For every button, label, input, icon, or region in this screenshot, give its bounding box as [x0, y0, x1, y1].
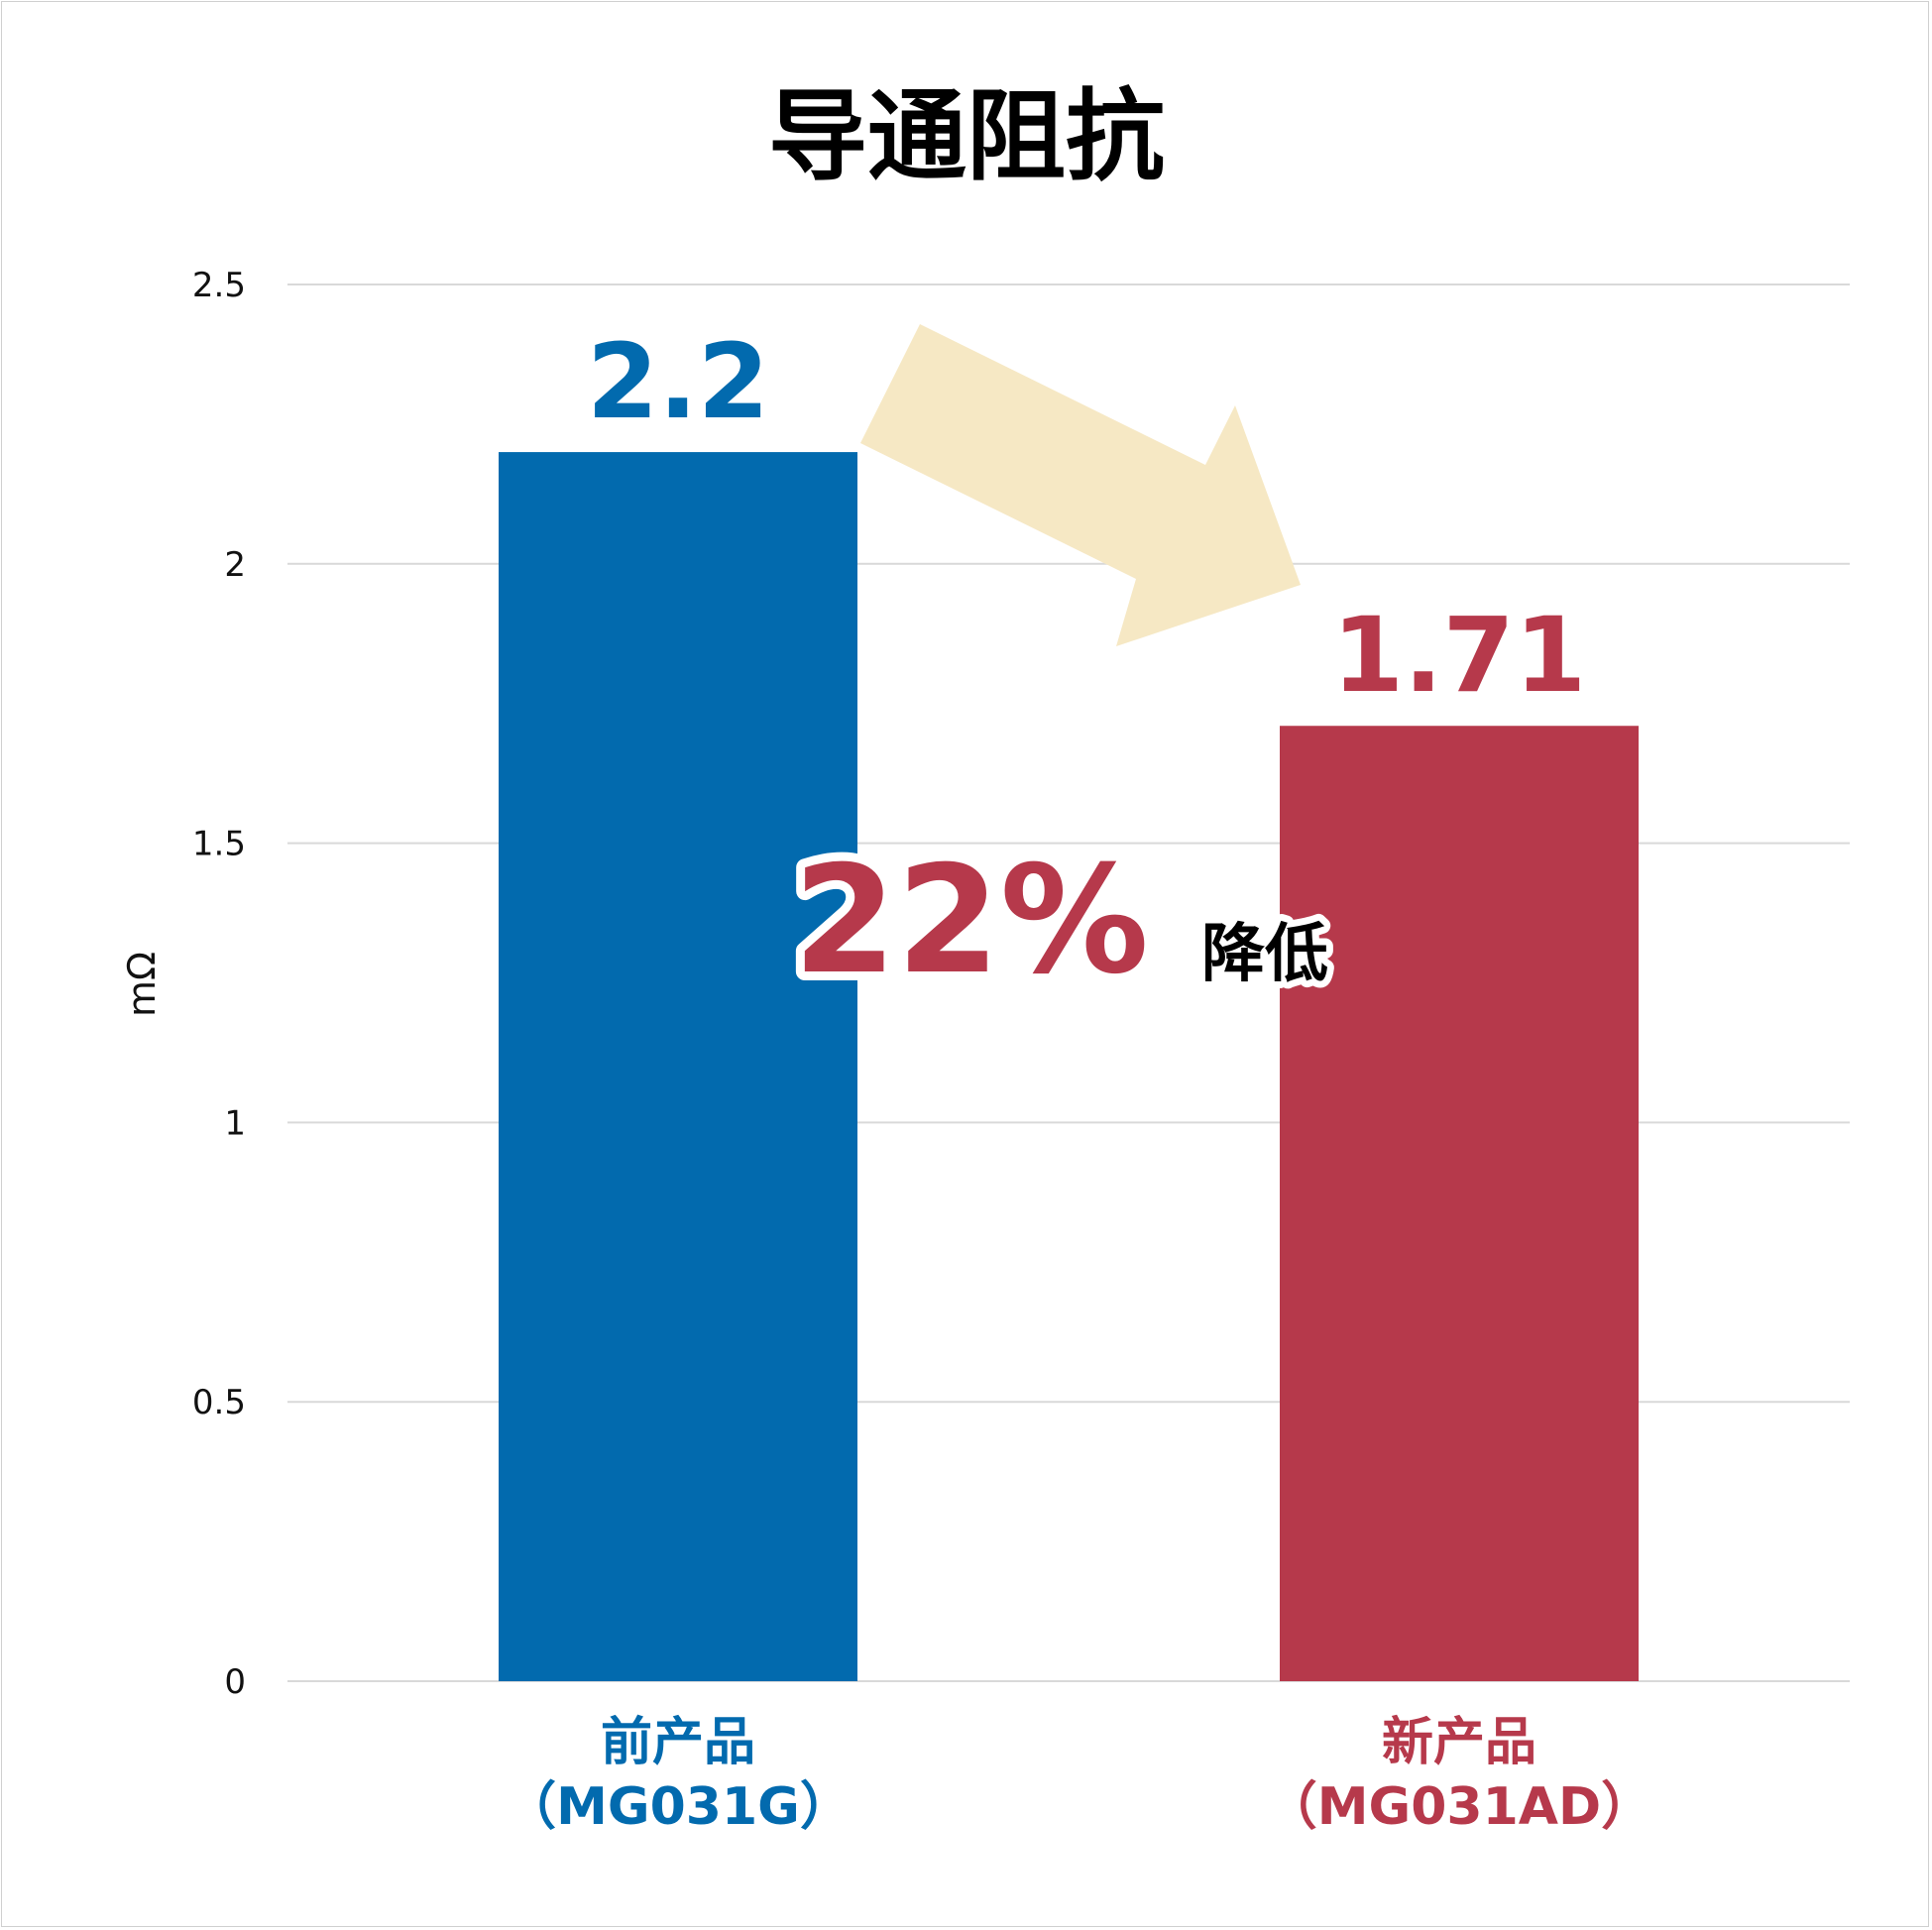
- y-axis-label: mΩ: [120, 952, 164, 1017]
- category-label: 新产品: [1382, 1713, 1536, 1772]
- decrease-arrow: [860, 324, 1301, 646]
- category-labels: 前产品（MG031G） 新产品（MG031AD）: [505, 1713, 1652, 1837]
- category-label: 前产品: [601, 1713, 755, 1772]
- y-tick-label: 2: [224, 545, 246, 585]
- y-tick-label: 1: [224, 1103, 246, 1143]
- y-tick-label: 0: [224, 1662, 246, 1702]
- chart-title: 导通阻抗: [768, 78, 1165, 194]
- bars: [499, 452, 1639, 1682]
- reduction-percent: 22%: [793, 835, 1149, 1007]
- category-label: （MG031G）: [505, 1777, 852, 1837]
- reduction-annotation: 22% 降低: [784, 826, 1335, 1016]
- y-tick-label: 2.5: [192, 266, 246, 305]
- y-tick-label: 0.5: [192, 1383, 246, 1422]
- bar: [499, 452, 857, 1682]
- data-label: 2.2: [587, 321, 769, 442]
- category-label: （MG031AD）: [1266, 1777, 1652, 1837]
- data-labels: 2.2 1.71: [580, 314, 1593, 723]
- y-axis-ticks: 0 0.5 1 1.5 2 2.5: [192, 266, 246, 1702]
- y-tick-label: 1.5: [192, 825, 246, 864]
- data-label: 1.71: [1332, 595, 1587, 716]
- arrow-shape: [860, 324, 1301, 646]
- bar: [1280, 726, 1639, 1681]
- reduction-text: 降低: [1201, 918, 1328, 991]
